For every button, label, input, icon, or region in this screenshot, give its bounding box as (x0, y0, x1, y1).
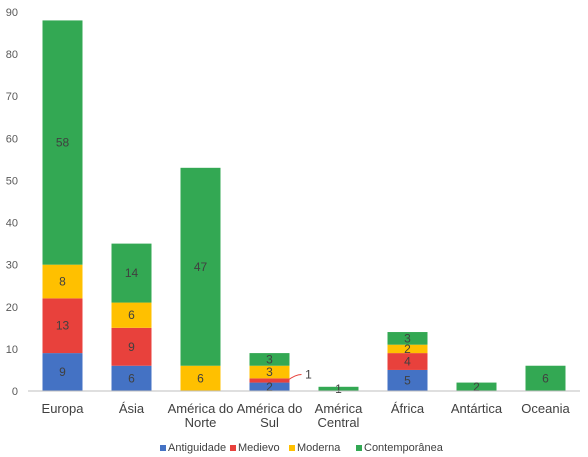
bar-segment (318, 386, 359, 391)
y-tick-label: 30 (6, 260, 18, 272)
legend-item: Antiguidade (160, 442, 226, 454)
bar-segment (42, 20, 83, 265)
data-label: 2 (404, 342, 411, 356)
x-tick-label: América do Sul (237, 401, 303, 430)
bar-segment (111, 243, 152, 303)
legend-item: Medievo (230, 442, 280, 454)
data-label: 8 (59, 275, 66, 289)
bar-segment (387, 344, 428, 354)
x-tick-label: América Central (315, 401, 363, 430)
legend-label: Moderna (297, 442, 341, 454)
bar-segment (42, 264, 83, 299)
legend-label: Contemporânea (364, 442, 444, 454)
data-label: 4 (404, 355, 411, 369)
legend: Antiguidade Medievo Moderna Contemporânea (160, 442, 444, 454)
legend-swatch (356, 445, 362, 451)
data-label: 3 (266, 352, 273, 366)
y-tick-label: 70 (6, 91, 18, 103)
data-label: 6 (128, 308, 135, 322)
bar-segment (387, 353, 428, 370)
data-label: 6 (128, 371, 135, 385)
bar-segment (42, 353, 83, 391)
bar-segment (456, 382, 497, 391)
data-label: 14 (125, 266, 139, 280)
legend-swatch (289, 445, 295, 451)
y-tick-label: 50 (6, 175, 18, 187)
data-label: 3 (266, 365, 273, 379)
data-label: 13 (56, 319, 70, 333)
data-label: 2 (473, 380, 480, 394)
data-label: 9 (128, 340, 135, 354)
data-label: 47 (194, 260, 208, 274)
x-tick-label: América do Norte (168, 401, 234, 430)
bar-segment (249, 382, 290, 391)
bar-segment (111, 302, 152, 328)
y-tick-label: 20 (6, 302, 18, 314)
bar-segment (387, 369, 428, 391)
data-label: 9 (59, 365, 66, 379)
bar-segment (111, 327, 152, 366)
legend-label: Antiguidade (168, 442, 226, 454)
data-label: 58 (56, 136, 70, 150)
data-label: 6 (197, 371, 204, 385)
bar-segment (42, 298, 83, 354)
x-tick-label: Oceania (521, 401, 570, 416)
x-tick-label: África (391, 401, 425, 416)
x-tick-label: Ásia (119, 401, 145, 416)
bar-segment (387, 332, 428, 345)
legend-label: Medievo (238, 442, 280, 454)
y-tick-label: 0 (12, 386, 18, 398)
data-label: 2 (266, 380, 273, 394)
bar-segment (249, 378, 290, 383)
y-tick-label: 60 (6, 133, 18, 145)
bar-segment (111, 365, 152, 391)
y-tick-label: 80 (6, 49, 18, 61)
data-label: 5 (404, 373, 411, 387)
bar-segment (525, 365, 566, 391)
x-tick-label: Antártica (451, 401, 503, 416)
data-label: 1 (335, 382, 342, 396)
bar-segment (249, 365, 290, 379)
legend-item: Moderna (289, 442, 341, 454)
bar-segment (180, 167, 221, 366)
bar-segment (249, 353, 290, 366)
legend-swatch (230, 445, 236, 451)
data-label: 6 (542, 371, 549, 385)
y-axis: 0 10 20 30 40 50 60 70 80 90 (6, 7, 18, 398)
bar-segment (180, 365, 221, 391)
y-tick-label: 40 (6, 218, 18, 230)
legend-swatch (160, 445, 166, 451)
data-label: 1 (305, 367, 312, 381)
leader-line (287, 373, 302, 381)
y-tick-label: 90 (6, 7, 18, 19)
legend-item: Contemporânea (356, 442, 444, 454)
data-label: 3 (404, 331, 411, 345)
bars (42, 20, 566, 391)
y-tick-label: 10 (6, 344, 18, 356)
x-tick-label: Europa (42, 401, 85, 416)
